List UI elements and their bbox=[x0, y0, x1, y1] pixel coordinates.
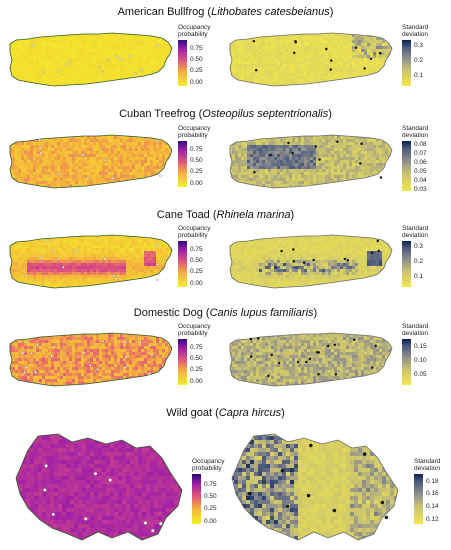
color-bar bbox=[178, 339, 187, 385]
color-bar bbox=[192, 474, 201, 524]
tick-label: 0.1 bbox=[414, 273, 424, 280]
color-bar bbox=[178, 40, 187, 86]
color-bar bbox=[178, 241, 187, 287]
tick-label: 0.2 bbox=[414, 258, 424, 265]
map-treefrog-occupancy bbox=[9, 134, 173, 189]
tick-label: 0.14 bbox=[426, 503, 439, 510]
tick-label: 0.1 bbox=[414, 72, 424, 79]
legend-dog-occupancy: Occupancy probability 0.75 0.50 0.25 0.0… bbox=[178, 323, 228, 393]
tick-label: 0.08 bbox=[414, 141, 427, 148]
tick-label: 0.03 bbox=[414, 186, 427, 193]
tick-label: 0.25 bbox=[204, 505, 217, 512]
panel-title-bullfrog: American Bullfrog (Lithobates catesbeian… bbox=[117, 6, 334, 18]
map-treefrog-sd bbox=[229, 134, 393, 189]
tick-label: 0.00 bbox=[190, 180, 203, 187]
legend-treefrog-occupancy: Occupancy probability 0.75 0.50 0.25 0.0… bbox=[178, 125, 228, 195]
tick-label: 0.00 bbox=[190, 79, 203, 86]
legend-title: Occupancy probability bbox=[192, 458, 225, 472]
map-bullfrog-occupancy bbox=[9, 32, 173, 87]
tick-label: 0.07 bbox=[414, 150, 427, 157]
tick-label: 0.50 bbox=[190, 257, 203, 264]
tick-label: 0.3 bbox=[414, 243, 424, 250]
map-dog-sd bbox=[229, 332, 393, 387]
tick-label: 0.50 bbox=[190, 355, 203, 362]
legend-title: Occupancy probability bbox=[178, 125, 211, 139]
panel-title-goat: Wild goat (Capra hircus) bbox=[166, 407, 285, 419]
tick-label: 0.06 bbox=[414, 159, 427, 166]
legend-title: Occupancy probability bbox=[178, 24, 211, 38]
tick-label: 0.75 bbox=[190, 344, 203, 351]
tick-label: 0.05 bbox=[414, 168, 427, 175]
color-bar bbox=[178, 141, 187, 187]
tick-label: 0.12 bbox=[426, 516, 439, 523]
tick-label: 0.00 bbox=[204, 518, 217, 525]
legend-title: Standard deviation bbox=[402, 225, 429, 239]
panel-title-treefrog: Cuban Treefrog (Osteopilus septentrional… bbox=[119, 108, 332, 120]
legend-dog-sd: Standard deviation 0.15 0.10 0.05 bbox=[402, 323, 448, 393]
color-bar bbox=[414, 474, 423, 524]
tick-label: 0.00 bbox=[190, 378, 203, 385]
color-bar bbox=[402, 241, 411, 287]
tick-label: 0.75 bbox=[190, 45, 203, 52]
tick-label: 0.16 bbox=[426, 490, 439, 497]
map-canetoad-occupancy bbox=[9, 234, 173, 289]
tick-label: 0.50 bbox=[190, 56, 203, 63]
tick-label: 0.04 bbox=[414, 177, 427, 184]
panel-title-canetoad: Cane Toad (Rhinela marina) bbox=[156, 209, 295, 221]
tick-label: 0.00 bbox=[190, 280, 203, 287]
legend-title: Standard deviation bbox=[402, 125, 429, 139]
legend-goat-sd: Standard deviation 0.18 0.16 0.14 0.12 bbox=[414, 458, 450, 530]
legend-bullfrog-sd: Standard deviation 0.3 0.2 0.1 bbox=[402, 24, 448, 94]
panel-title-dog: Domestic Dog (Canis lupus familiaris) bbox=[133, 307, 318, 319]
tick-label: 0.05 bbox=[414, 371, 427, 378]
tick-label: 0.50 bbox=[204, 493, 217, 500]
map-goat-sd bbox=[231, 433, 399, 541]
tick-label: 0.25 bbox=[190, 67, 203, 74]
tick-label: 0.75 bbox=[190, 146, 203, 153]
legend-canetoad-sd: Standard deviation 0.3 0.2 0.1 bbox=[402, 225, 448, 295]
tick-label: 0.75 bbox=[204, 481, 217, 488]
legend-title: Standard deviation bbox=[402, 323, 429, 337]
legend-title: Standard deviation bbox=[414, 458, 441, 472]
tick-label: 0.25 bbox=[190, 268, 203, 275]
map-dog-occupancy bbox=[9, 332, 173, 387]
color-bar bbox=[402, 141, 411, 191]
legend-treefrog-sd: Standard deviation 0.08 0.07 0.06 0.05 0… bbox=[402, 125, 448, 197]
tick-label: 0.18 bbox=[426, 478, 439, 485]
legend-title: Standard deviation bbox=[402, 24, 429, 38]
map-bullfrog-sd bbox=[229, 32, 393, 87]
tick-label: 0.25 bbox=[190, 366, 203, 373]
legend-canetoad-occupancy: Occupancy probability 0.75 0.50 0.25 0.0… bbox=[178, 225, 228, 295]
tick-label: 0.10 bbox=[414, 357, 427, 364]
tick-label: 0.25 bbox=[190, 168, 203, 175]
legend-bullfrog-occupancy: Occupancy probability 0.75 0.50 0.25 0.0… bbox=[178, 24, 228, 94]
tick-label: 0.75 bbox=[190, 246, 203, 253]
map-canetoad-sd bbox=[229, 234, 393, 289]
map-goat-occupancy bbox=[15, 433, 183, 541]
color-bar bbox=[402, 40, 411, 86]
legend-goat-occupancy: Occupancy probability 0.75 0.50 0.25 0.0… bbox=[192, 458, 248, 530]
legend-title: Occupancy probability bbox=[178, 323, 211, 337]
legend-title: Occupancy probability bbox=[178, 225, 211, 239]
tick-label: 0.2 bbox=[414, 57, 424, 64]
tick-label: 0.3 bbox=[414, 42, 424, 49]
color-bar bbox=[402, 339, 411, 385]
tick-label: 0.50 bbox=[190, 157, 203, 164]
tick-label: 0.15 bbox=[414, 343, 427, 350]
